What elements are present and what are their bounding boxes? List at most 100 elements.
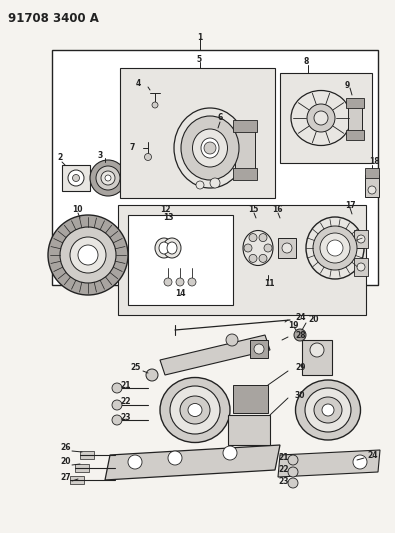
Bar	[80, 451, 94, 459]
Bar	[70, 476, 84, 484]
Circle shape	[226, 334, 238, 346]
Circle shape	[314, 111, 328, 125]
Circle shape	[294, 329, 306, 341]
Bar	[365, 168, 379, 178]
Ellipse shape	[305, 388, 351, 432]
Polygon shape	[105, 445, 280, 480]
Bar	[278, 238, 296, 258]
Text: 17: 17	[345, 200, 356, 209]
Text: 7: 7	[130, 143, 135, 152]
Ellipse shape	[295, 380, 361, 440]
Ellipse shape	[188, 403, 202, 416]
Bar	[348, 100, 362, 136]
Text: 1: 1	[197, 34, 202, 43]
Text: 21: 21	[278, 454, 288, 463]
Text: 20: 20	[308, 316, 318, 325]
Bar	[62, 165, 90, 191]
Bar	[233, 385, 268, 413]
Circle shape	[353, 455, 367, 469]
Circle shape	[112, 383, 122, 393]
Circle shape	[249, 233, 257, 241]
Text: 11: 11	[264, 279, 275, 287]
Circle shape	[357, 235, 365, 243]
Circle shape	[70, 237, 106, 273]
Bar	[354, 230, 368, 248]
Text: 23: 23	[278, 478, 288, 487]
Bar	[118, 205, 366, 315]
Circle shape	[146, 369, 158, 381]
Text: 21: 21	[120, 381, 130, 390]
Ellipse shape	[174, 108, 246, 188]
Circle shape	[310, 343, 324, 357]
Circle shape	[259, 233, 267, 241]
Text: 26: 26	[60, 443, 70, 453]
Text: 27: 27	[60, 473, 71, 482]
Text: 22: 22	[278, 465, 288, 474]
Circle shape	[204, 142, 216, 154]
Text: 5: 5	[196, 55, 201, 64]
Circle shape	[288, 467, 298, 477]
Bar	[75, 464, 89, 472]
Text: 25: 25	[130, 364, 140, 373]
Bar	[233, 168, 257, 180]
Bar	[128, 215, 233, 305]
Circle shape	[168, 451, 182, 465]
Ellipse shape	[201, 138, 219, 158]
Text: 6: 6	[218, 114, 223, 123]
Bar	[233, 120, 257, 132]
Bar	[250, 340, 268, 358]
Circle shape	[254, 344, 264, 354]
Circle shape	[60, 227, 116, 283]
Circle shape	[196, 181, 204, 189]
Bar	[346, 98, 364, 108]
Circle shape	[320, 233, 350, 263]
Circle shape	[90, 160, 126, 196]
Bar	[52, 50, 378, 285]
Text: 4: 4	[136, 79, 141, 88]
Text: 29: 29	[295, 364, 305, 373]
Text: 23: 23	[120, 414, 130, 423]
Ellipse shape	[291, 91, 351, 146]
Ellipse shape	[192, 129, 228, 167]
Bar	[354, 258, 368, 276]
Text: 18: 18	[369, 157, 380, 166]
Circle shape	[249, 254, 257, 262]
Text: 12: 12	[160, 206, 171, 214]
Circle shape	[259, 254, 267, 262]
Bar	[280, 73, 372, 163]
Circle shape	[288, 478, 298, 488]
Circle shape	[112, 400, 122, 410]
Text: 22: 22	[120, 398, 130, 407]
Circle shape	[112, 415, 122, 425]
Text: 24: 24	[367, 450, 378, 459]
Text: 3: 3	[98, 150, 103, 159]
Circle shape	[48, 215, 128, 295]
Circle shape	[327, 240, 343, 256]
Text: 2: 2	[57, 154, 62, 163]
Circle shape	[313, 226, 357, 270]
Circle shape	[78, 245, 98, 265]
Bar	[120, 68, 275, 198]
Circle shape	[101, 171, 115, 185]
Text: 20: 20	[60, 457, 70, 466]
Circle shape	[368, 186, 376, 194]
Text: 16: 16	[272, 206, 282, 214]
Circle shape	[210, 178, 220, 188]
Circle shape	[68, 170, 84, 186]
Circle shape	[164, 278, 172, 286]
Text: 14: 14	[175, 288, 186, 297]
Ellipse shape	[170, 386, 220, 434]
Text: 15: 15	[248, 206, 258, 214]
Bar	[235, 125, 255, 170]
Ellipse shape	[155, 238, 173, 258]
Ellipse shape	[180, 396, 210, 424]
Circle shape	[282, 243, 292, 253]
Ellipse shape	[159, 242, 169, 254]
Bar	[228, 415, 270, 445]
Circle shape	[105, 175, 111, 181]
Text: 10: 10	[72, 206, 83, 214]
Text: 13: 13	[163, 214, 173, 222]
Ellipse shape	[167, 242, 177, 254]
Ellipse shape	[306, 217, 364, 279]
Circle shape	[176, 278, 184, 286]
